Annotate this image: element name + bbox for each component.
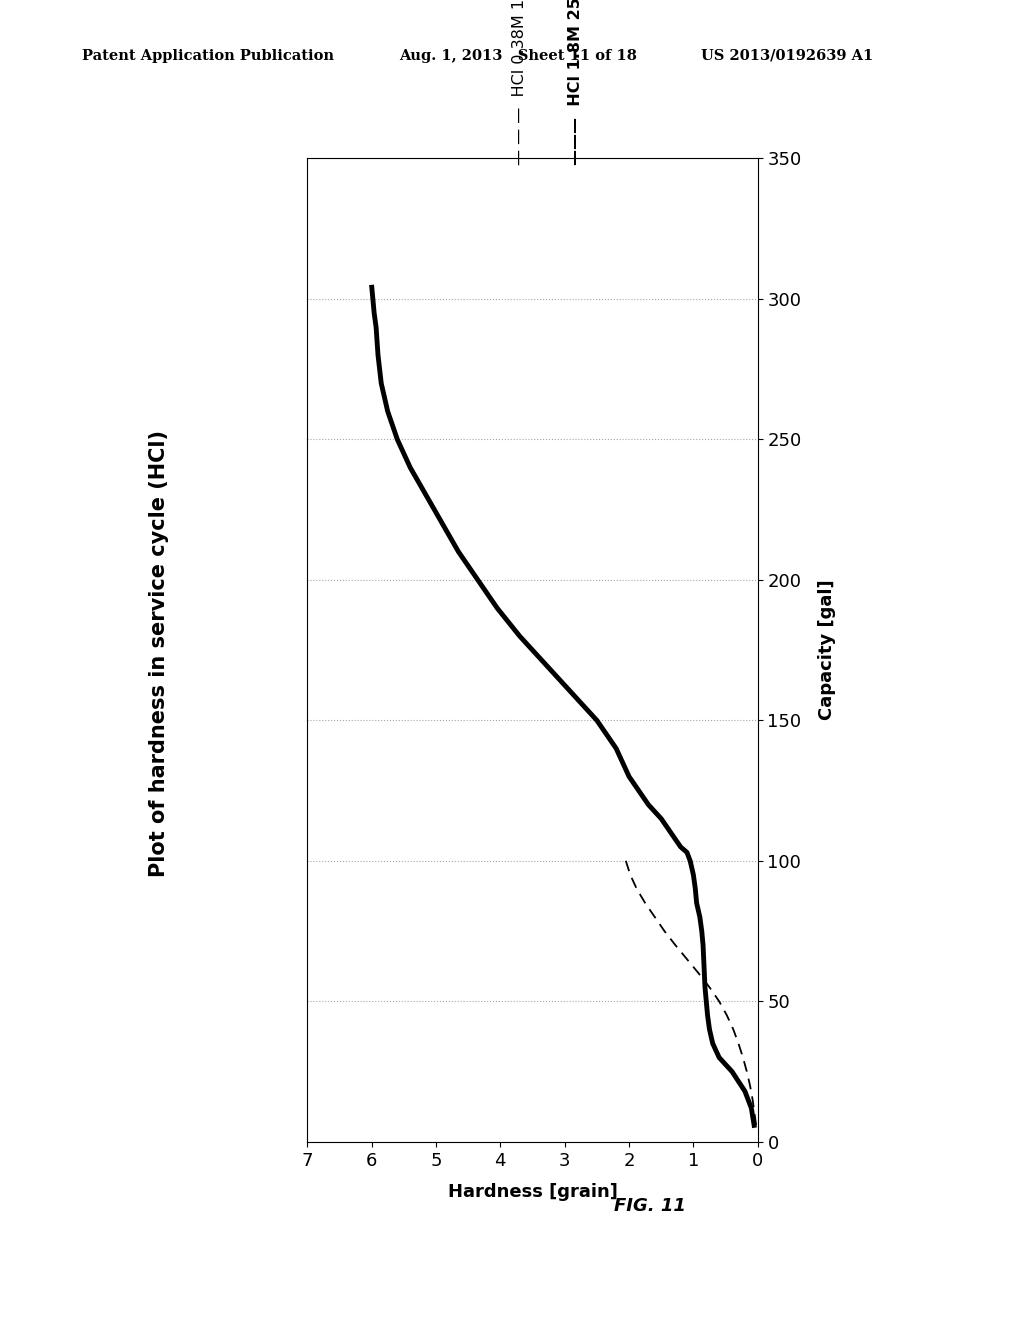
Text: ———  HCl 1.8M 25min: ——— HCl 1.8M 25min (568, 0, 584, 165)
Text: Plot of hardness in service cycle (HCl): Plot of hardness in service cycle (HCl) (148, 430, 169, 876)
Text: Aug. 1, 2013   Sheet 11 of 18: Aug. 1, 2013 Sheet 11 of 18 (399, 49, 637, 63)
X-axis label: Hardness [grain]: Hardness [grain] (447, 1184, 617, 1201)
Y-axis label: Capacity [gal]: Capacity [gal] (818, 579, 837, 721)
Text: FIG. 11: FIG. 11 (614, 1197, 686, 1216)
Text: Patent Application Publication: Patent Application Publication (82, 49, 334, 63)
Text: US 2013/0192639 A1: US 2013/0192639 A1 (701, 49, 873, 63)
Text: — — —  HCl 0.38M 130min: — — — HCl 0.38M 130min (512, 0, 527, 165)
